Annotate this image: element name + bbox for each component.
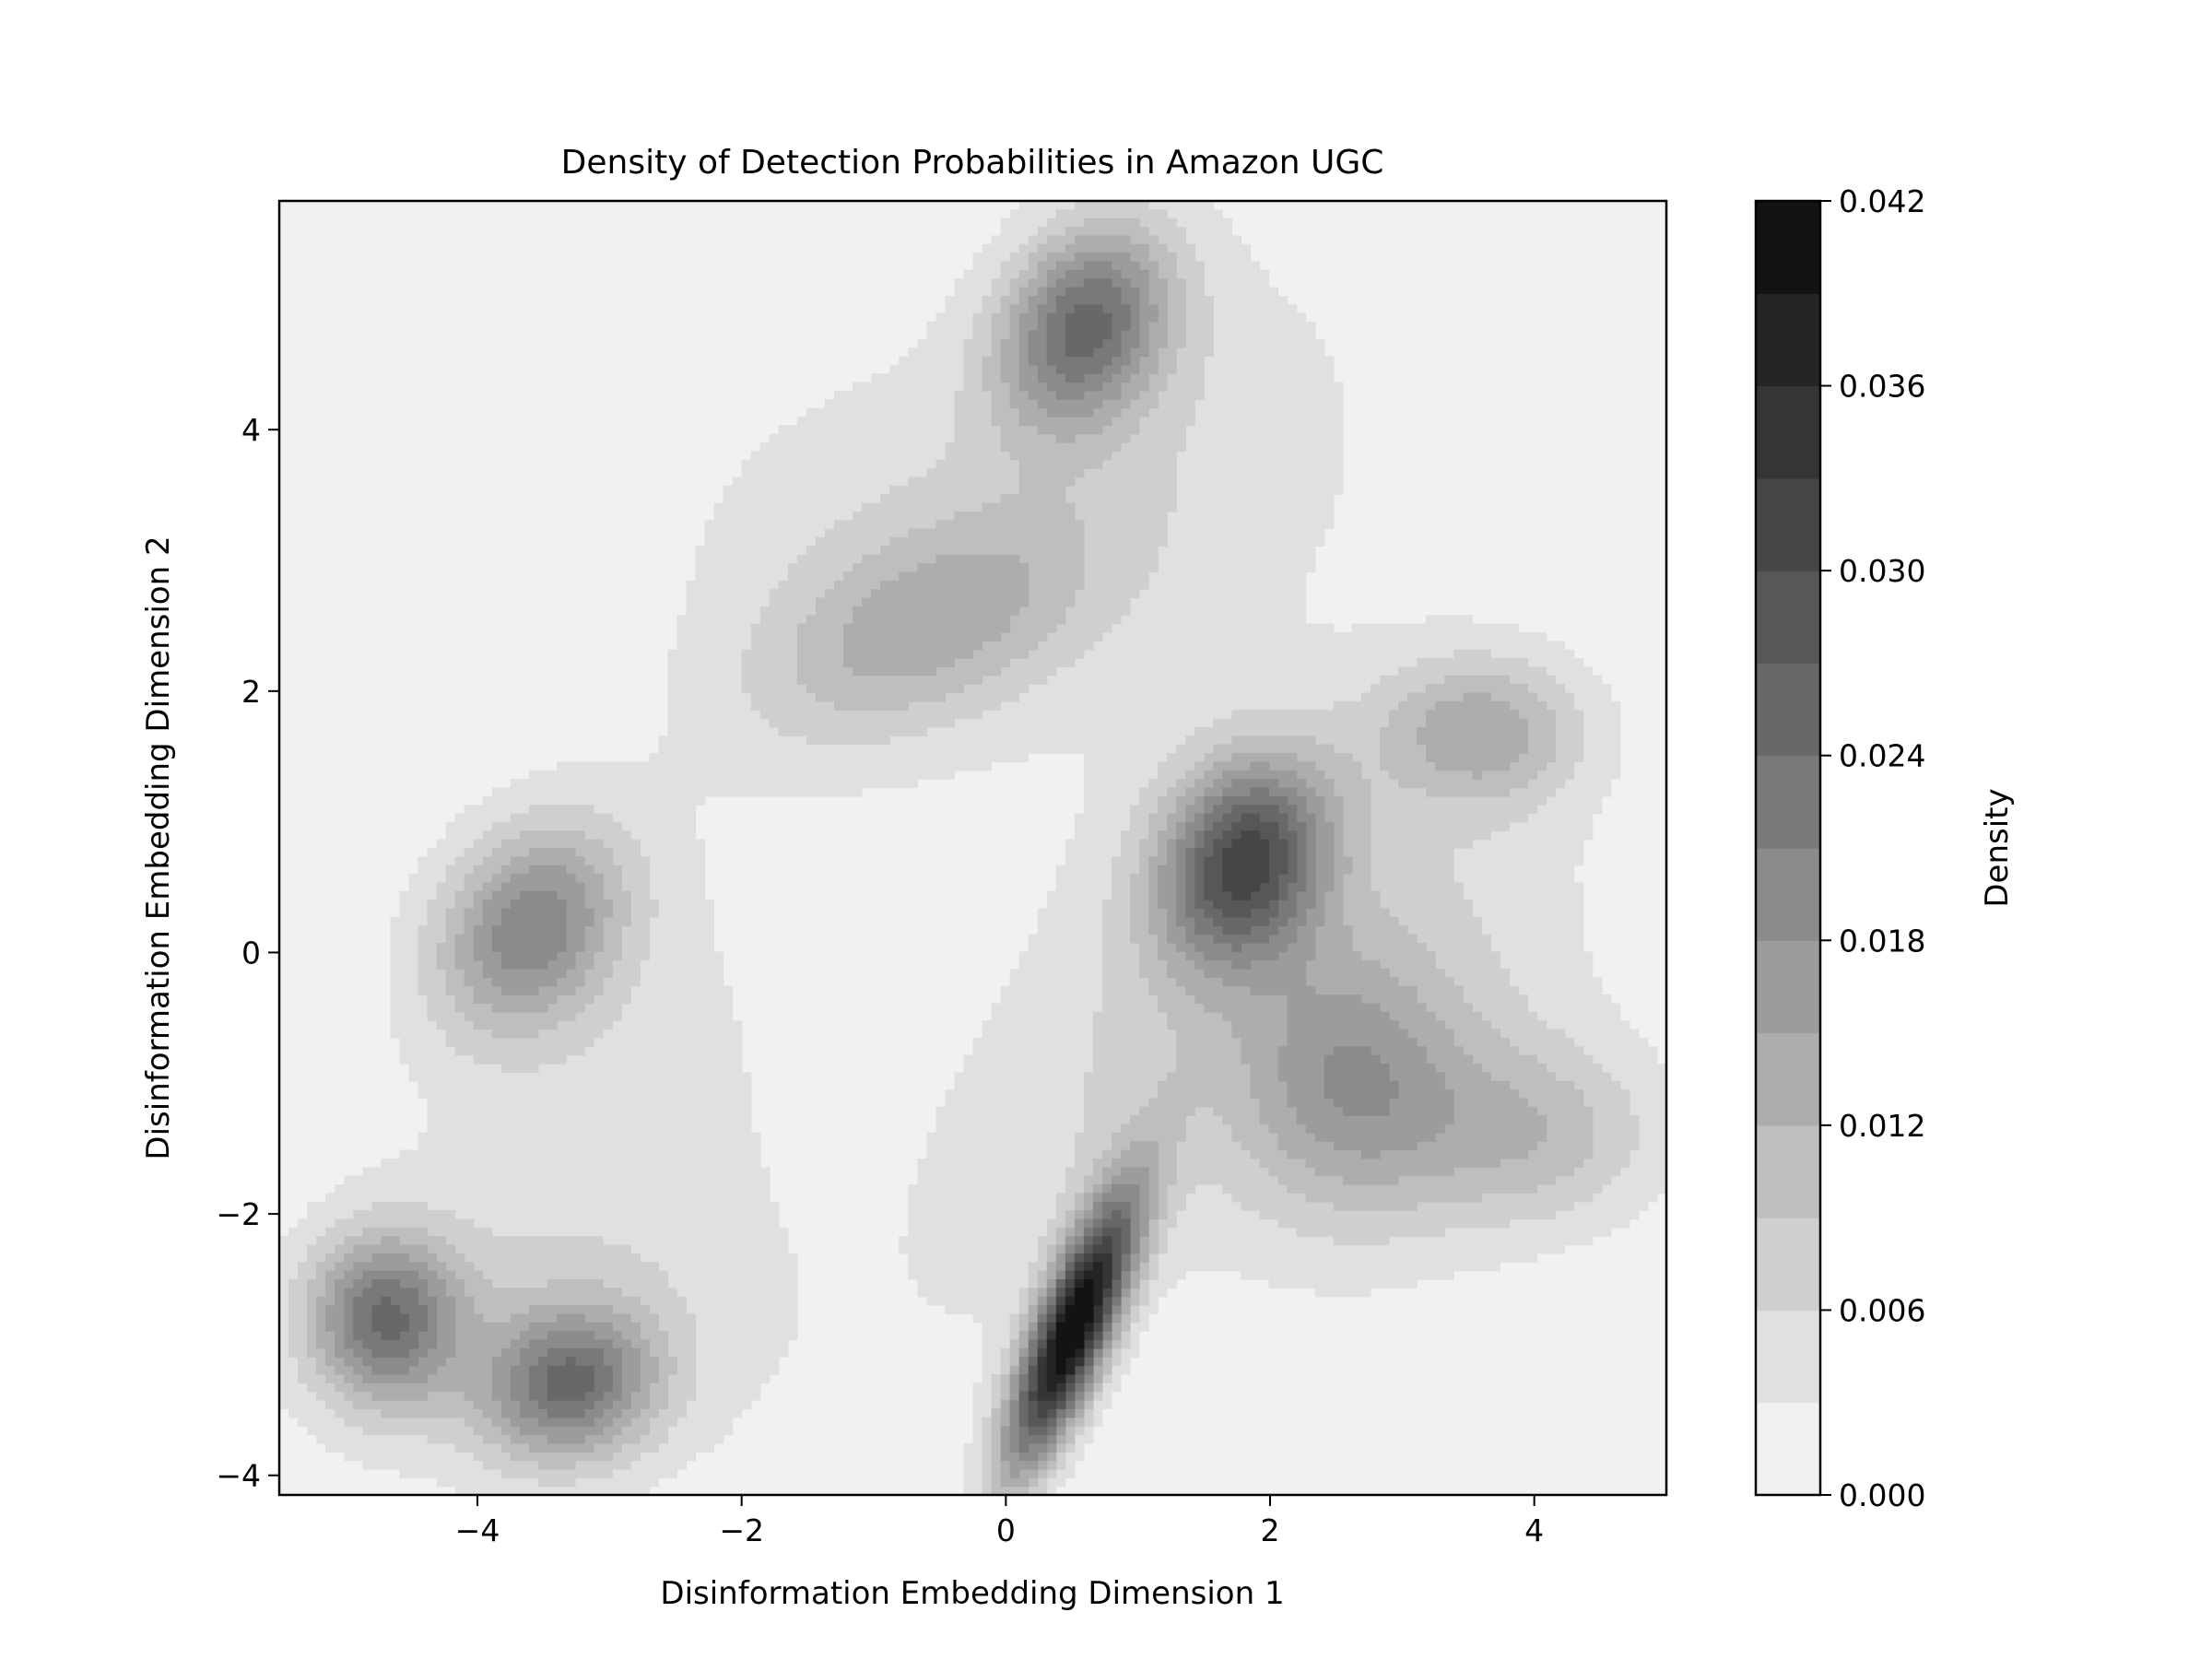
y-tick-label: 4 <box>241 412 261 448</box>
colorbar-tick-label: 0.006 <box>1839 1292 1925 1328</box>
colorbar-band <box>1756 201 1820 294</box>
colorbar-tick-label: 0.036 <box>1839 369 1925 405</box>
y-axis: −4 −2 0 2 4 <box>216 412 279 1494</box>
density-band-5 <box>325 253 1454 1478</box>
y-tick-label: 0 <box>241 935 261 971</box>
density-band-2 <box>288 201 1640 1495</box>
density-band-10 <box>1028 830 1270 1418</box>
colorbar-band <box>1756 663 1820 757</box>
x-tick-label: −4 <box>455 1512 500 1548</box>
density-band-0 <box>279 201 1666 1495</box>
y-tick-label: −2 <box>216 1196 261 1232</box>
colorbar-tick-label: 0.012 <box>1839 1108 1925 1144</box>
colorbar-band <box>1756 571 1820 665</box>
density-band-3 <box>307 218 1594 1495</box>
colorbar-band <box>1756 477 1820 571</box>
x-axis: −4 −2 0 2 4 <box>455 1495 1544 1548</box>
colorbar-band <box>1756 1124 1820 1218</box>
colorbar-band <box>1756 1032 1820 1126</box>
colorbar-tick-label: 0.000 <box>1839 1477 1925 1513</box>
density-band-1 <box>279 201 1666 1495</box>
density-band-11 <box>1037 1253 1112 1401</box>
colorbar-tick-label: 0.024 <box>1839 738 1925 774</box>
colorbar-band <box>1756 848 1820 941</box>
chart-title: Density of Detection Probabilities in Am… <box>561 144 1384 182</box>
x-tick-label: 2 <box>1261 1512 1280 1548</box>
x-tick-label: 0 <box>996 1512 1016 1548</box>
colorbar-band <box>1756 755 1820 849</box>
density-band-13 <box>1055 1279 1094 1375</box>
colorbar-band <box>1756 385 1820 479</box>
y-axis-label: Disinformation Embedding Dimension 2 <box>140 535 177 1159</box>
colorbar-band <box>1756 293 1820 387</box>
colorbar-tick-label: 0.042 <box>1839 183 1925 219</box>
x-axis-label: Disinformation Embedding Dimension 1 <box>660 1575 1284 1612</box>
colorbar-band <box>1756 1310 1820 1404</box>
colorbar <box>1756 201 1820 1496</box>
colorbar-band <box>1756 1402 1820 1496</box>
colorbar-band <box>1756 1218 1820 1312</box>
density-band-4 <box>316 235 1547 1488</box>
y-tick-label: −4 <box>216 1458 261 1494</box>
density-contour-fill <box>279 201 1666 1495</box>
y-tick-label: 2 <box>241 674 261 710</box>
colorbar-axis: 0.000 0.006 0.012 0.018 0.024 0.030 0.036 0.042 <box>1820 183 1925 1513</box>
plot-frame <box>277 199 1668 1497</box>
colorbar-frame <box>1754 199 1822 1497</box>
colorbar-tick-label: 0.030 <box>1839 553 1925 589</box>
colorbar-tick-label: 0.018 <box>1839 923 1925 959</box>
colorbar-band <box>1756 940 1820 1034</box>
x-tick-label: 4 <box>1524 1512 1544 1548</box>
x-tick-label: −2 <box>719 1512 764 1548</box>
colorbar-label: Density <box>1979 788 2016 907</box>
